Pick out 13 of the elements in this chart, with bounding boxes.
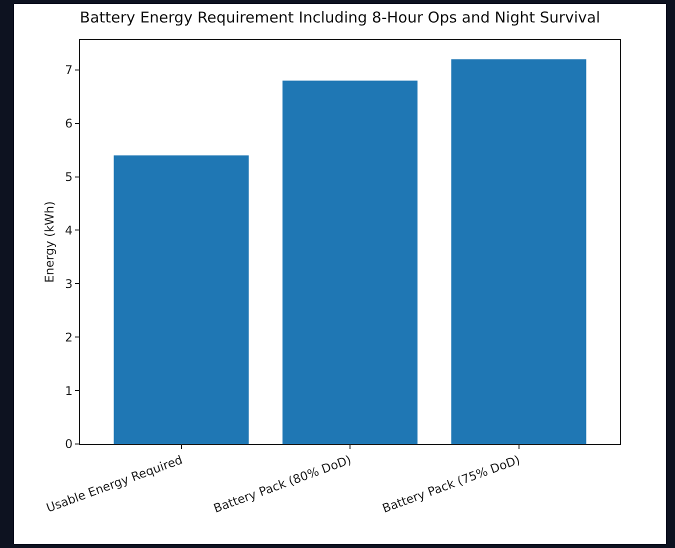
y-tick-label: 0 bbox=[64, 437, 73, 452]
y-tick-label: 1 bbox=[64, 384, 73, 398]
bar bbox=[282, 80, 418, 444]
y-tick-label: 4 bbox=[64, 223, 73, 238]
bar bbox=[114, 155, 249, 444]
chart-title: Battery Energy Requirement Including 8-Hour Ops and Night Survival bbox=[80, 8, 600, 27]
y-tick-label: 7 bbox=[64, 63, 73, 78]
bar bbox=[451, 59, 586, 444]
y-tick-label: 5 bbox=[64, 170, 73, 184]
y-axis-title: Energy (kWh) bbox=[42, 201, 56, 283]
y-tick-label: 2 bbox=[64, 330, 73, 344]
y-tick-label: 3 bbox=[64, 276, 73, 291]
y-tick-label: 6 bbox=[64, 116, 73, 131]
